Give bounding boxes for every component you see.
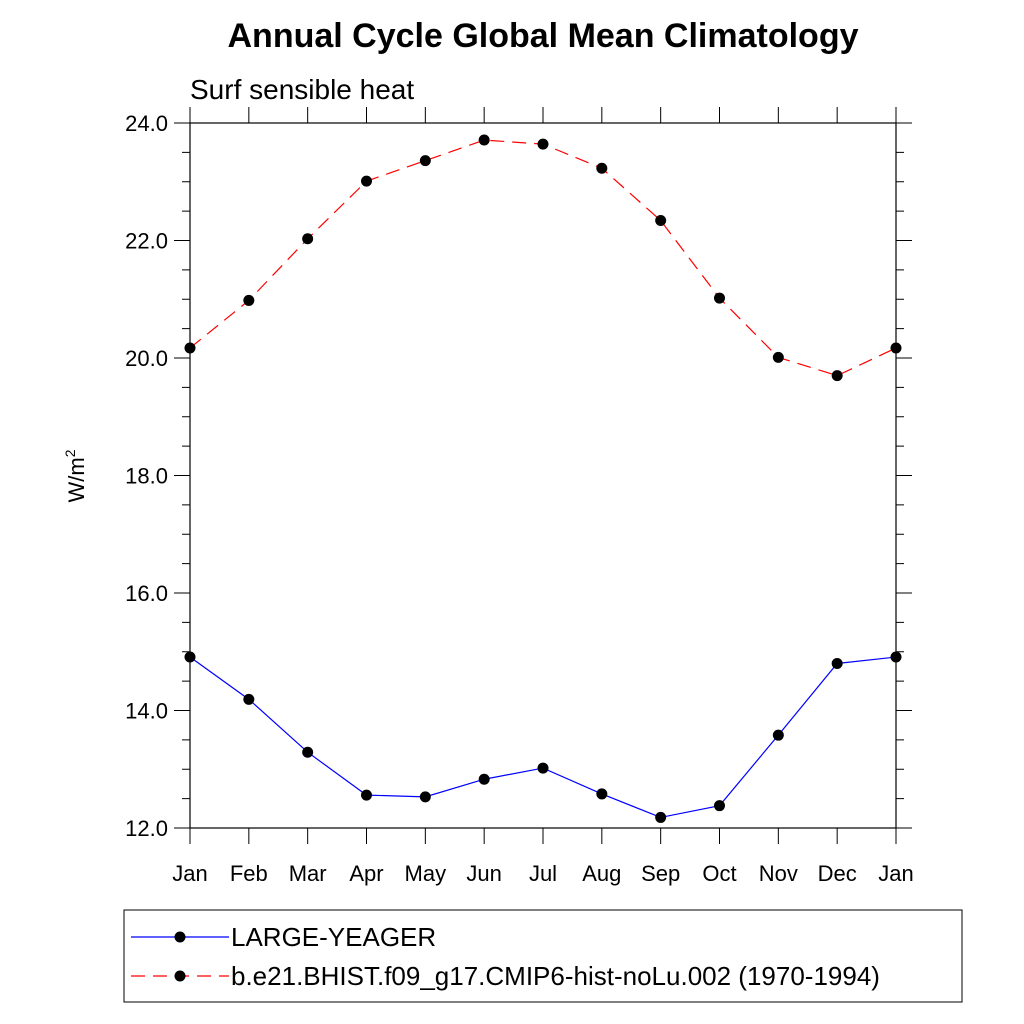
series-group <box>184 651 902 823</box>
y-tick-label: 16.0 <box>125 581 168 606</box>
data-point <box>537 762 549 774</box>
x-tick-label: Aug <box>582 861 621 886</box>
data-point <box>419 791 431 803</box>
data-point <box>772 351 784 363</box>
data-point <box>655 811 667 823</box>
x-tick-label: May <box>405 861 447 886</box>
legend-label: b.e21.BHIST.f09_g17.CMIP6-hist-noLu.002 … <box>231 961 880 991</box>
data-point <box>714 800 725 812</box>
data-point <box>478 773 490 785</box>
y-axis: 12.0 14.0 16.0 18.0 20.0 22.0 24.0 <box>125 111 912 841</box>
x-tick-label: Dec <box>818 861 857 886</box>
chart-title: Annual Cycle Global Mean Climatology <box>228 17 859 55</box>
x-tick-label: Jan <box>878 861 913 886</box>
data-point <box>184 651 196 663</box>
data-point <box>714 292 725 304</box>
data-point <box>831 658 843 669</box>
y-tick-label: 12.0 <box>125 816 168 841</box>
data-point <box>831 370 843 382</box>
plot-border <box>189 122 897 829</box>
y-tick-label: 14.0 <box>125 699 168 724</box>
y-tick-label: 18.0 <box>125 464 168 489</box>
data-point <box>596 162 608 174</box>
y-axis-label-text: W/m <box>64 457 89 502</box>
x-tick-label: Jun <box>466 861 501 886</box>
data-point <box>655 215 667 227</box>
x-tick-label: Jan <box>172 861 207 886</box>
series-line <box>189 656 897 819</box>
data-point <box>243 693 255 705</box>
data-point <box>302 233 314 245</box>
y-tick-label: 22.0 <box>125 229 168 254</box>
y-tick-label: 24.0 <box>125 111 168 136</box>
data-point <box>537 138 549 150</box>
x-tick-label: Feb <box>230 861 268 886</box>
data-point <box>478 134 490 146</box>
x-tick-label: Nov <box>759 861 798 886</box>
legend-box <box>123 909 963 1003</box>
data-point <box>772 729 784 741</box>
x-axis: Jan Feb Mar Apr May Jun Jul Aug Sep Oct Nov Dec Jan <box>172 107 914 886</box>
legend: LARGE-YEAGER b.e21.BHIST.f09_g17.CMIP6-hi… <box>123 909 963 1003</box>
x-tick-label: Apr <box>349 861 383 886</box>
y-axis-label-superscript: 2 <box>62 449 78 457</box>
data-point <box>419 155 431 167</box>
series-line <box>189 139 897 377</box>
x-tick-label: Sep <box>641 861 680 886</box>
data-point <box>302 746 314 758</box>
x-tick-label: Oct <box>702 861 736 886</box>
series-group <box>184 134 902 382</box>
y-axis-label: W/m2 <box>62 449 89 502</box>
data-point <box>243 294 255 306</box>
data-point <box>596 788 608 800</box>
x-tick-label: Jul <box>529 861 557 886</box>
data-point <box>361 175 372 187</box>
series-layer <box>184 134 902 823</box>
x-tick-label: Mar <box>289 861 327 886</box>
chart-subtitle: Surf sensible heat <box>190 74 414 105</box>
data-point <box>361 789 372 801</box>
data-point <box>890 651 902 663</box>
legend-marker <box>174 931 186 943</box>
legend-marker <box>174 970 186 982</box>
legend-label: LARGE-YEAGER <box>231 922 436 952</box>
data-point <box>184 342 196 354</box>
data-point <box>890 342 902 354</box>
y-tick-label: 20.0 <box>125 346 168 371</box>
plot-area <box>189 122 897 829</box>
